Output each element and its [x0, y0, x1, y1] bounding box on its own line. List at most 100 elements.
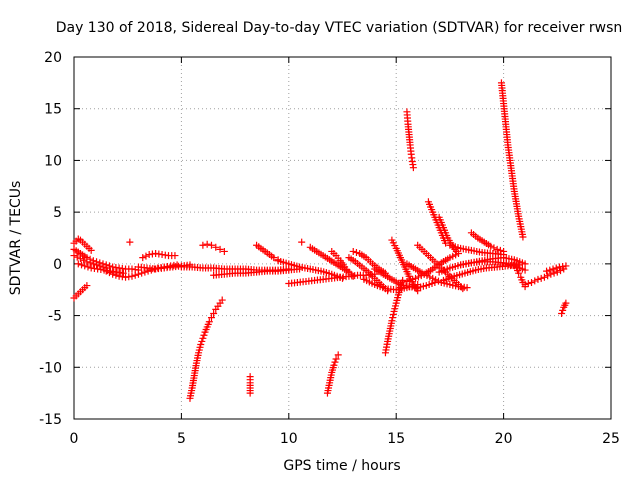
data-point-fill: [544, 272, 552, 280]
data-point: [500, 247, 508, 255]
data-point-fill: [73, 253, 81, 261]
series-arc-38: [467, 229, 508, 255]
data-point-fill: [331, 358, 339, 366]
data-point: [218, 296, 226, 304]
series-arc-05: [74, 260, 127, 277]
data-point: [173, 261, 181, 269]
data-point: [547, 270, 555, 278]
y-tick-labels: -15 -10 -5 0 5 10 15 20: [39, 50, 62, 428]
data-point: [519, 233, 527, 241]
data-point-fill: [389, 314, 397, 322]
y-tick-label: -5: [48, 309, 62, 325]
data-point: [74, 260, 82, 268]
data-point: [493, 245, 501, 253]
data-point: [216, 245, 224, 253]
series-arc-22: [345, 254, 392, 295]
series-arc-17: [298, 238, 306, 246]
y-axis-label: SDTVAR / TECUs: [8, 181, 24, 296]
data-point: [334, 351, 342, 359]
data-point: [212, 243, 220, 251]
data-point-fill: [84, 263, 92, 271]
data-point: [139, 254, 147, 262]
x-tick-label: 15: [387, 431, 405, 447]
series-arc-13: [210, 265, 304, 279]
data-point: [220, 247, 228, 255]
data-point: [83, 282, 91, 290]
series-arc-20: [323, 351, 342, 397]
data-point: [270, 254, 278, 262]
series-arc-39: [497, 79, 527, 241]
axis-ticks: [73, 56, 612, 420]
x-tick-label: 20: [495, 431, 513, 447]
data-point: [534, 275, 542, 283]
x-tick-labels: 0 5 10 15 20 25: [70, 431, 620, 447]
data-point-fill: [490, 244, 498, 252]
data-points: [70, 79, 570, 402]
data-point-fill: [105, 269, 113, 277]
data-point: [87, 246, 95, 254]
data-point: [559, 306, 567, 314]
y-tick-label: 0: [53, 257, 62, 273]
series-arc-29: [403, 260, 471, 292]
data-point: [199, 241, 207, 249]
data-point: [487, 242, 495, 250]
x-tick-label: 5: [177, 431, 186, 447]
data-point: [388, 317, 396, 325]
data-point: [332, 355, 340, 363]
data-point-fill: [550, 269, 558, 277]
x-axis-label: GPS time / hours: [283, 458, 400, 474]
data-point: [562, 299, 570, 307]
data-point: [207, 314, 215, 322]
data-point: [203, 240, 211, 248]
data-point: [89, 260, 97, 268]
data-point: [199, 334, 207, 342]
data-point: [76, 255, 84, 263]
data-point: [171, 252, 179, 260]
data-point: [207, 241, 215, 249]
data-point: [349, 247, 357, 255]
data-point-fill: [80, 256, 88, 264]
data-point-fill: [496, 246, 504, 254]
data-point: [147, 266, 155, 274]
data-point: [409, 164, 417, 172]
series-arc-43: [558, 299, 570, 318]
series-arc-21: [328, 247, 353, 276]
series-arc-08: [139, 250, 179, 262]
series-arc-25: [371, 265, 439, 292]
data-point-fill: [198, 337, 206, 345]
data-point: [452, 247, 460, 255]
data-point: [510, 260, 518, 268]
series-arc-41: [521, 265, 568, 289]
data-point: [197, 341, 205, 349]
data-point: [521, 266, 529, 274]
data-point: [515, 269, 523, 277]
chart-title: Day 130 of 2018, Sidereal Day-to-day VTE…: [56, 20, 623, 36]
series-arc-26: [381, 276, 407, 357]
y-tick-label: 15: [44, 102, 62, 118]
data-point: [562, 262, 570, 270]
data-point: [521, 260, 529, 268]
data-point: [126, 238, 134, 246]
data-point: [549, 265, 557, 273]
data-point: [81, 262, 89, 270]
data-point-fill: [131, 271, 139, 279]
series-arc-01: [70, 282, 91, 302]
plot-frame: [73, 56, 612, 420]
data-point: [463, 284, 471, 292]
y-tick-label: 10: [44, 153, 62, 169]
data-point-fill: [389, 311, 397, 319]
data-point: [558, 310, 566, 318]
series-arc-14: [246, 373, 254, 397]
data-point-fill: [552, 264, 560, 272]
data-point: [246, 373, 254, 381]
data-point: [141, 268, 149, 276]
x-tick-label: 10: [280, 431, 298, 447]
series-arc-19: [285, 270, 379, 288]
series-arc-10: [186, 296, 226, 402]
series-arc-02: [70, 235, 95, 254]
data-point: [298, 238, 306, 246]
data-point-fill: [78, 261, 86, 269]
data-point: [134, 270, 142, 278]
data-point: [128, 272, 136, 280]
data-point: [109, 270, 117, 278]
